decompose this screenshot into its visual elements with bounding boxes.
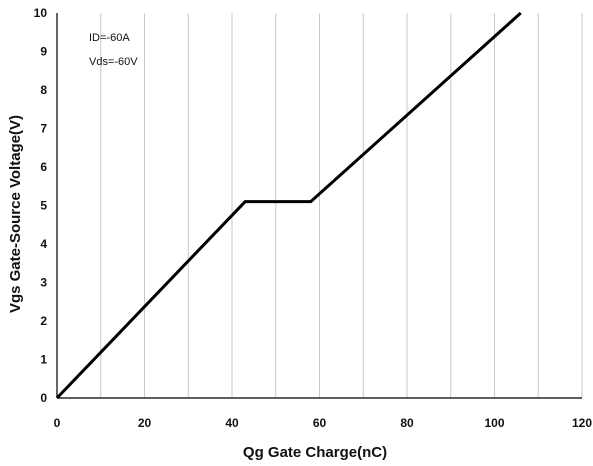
x-tick-label: 20: [138, 416, 152, 430]
annotation-vds: Vds=-60V: [89, 56, 138, 68]
y-tick-label: 1: [40, 353, 47, 367]
x-tick-label: 80: [400, 416, 414, 430]
x-axis-title: Qg Gate Charge(nC): [243, 444, 387, 461]
y-tick-label: 5: [40, 199, 47, 213]
x-tick-label: 120: [572, 416, 592, 430]
y-tick-label: 8: [40, 83, 47, 97]
y-tick-label: 4: [40, 237, 47, 251]
y-axis-title: Vgs Gate-Source Voltage(V): [7, 115, 24, 313]
series-group: [55, 11, 522, 400]
y-tick-labels: 0 1 2 3 4 5 6 7 8 9 10: [34, 6, 48, 405]
x-tick-label: 60: [313, 416, 327, 430]
y-tick-label: 6: [40, 160, 47, 174]
annotation-id: ID=-60A: [89, 32, 130, 44]
x-tick-label: 100: [484, 416, 504, 430]
y-tick-label: 2: [40, 314, 47, 328]
y-tick-label: 0: [40, 391, 47, 405]
x-tick-label: 0: [54, 416, 61, 430]
x-tick-label: 40: [225, 416, 239, 430]
x-tick-labels: 0 20 40 60 80 100 120: [54, 416, 593, 430]
y-tick-label: 7: [40, 122, 47, 136]
series-line: [55, 11, 522, 400]
y-tick-label: 10: [34, 6, 48, 20]
y-tick-label: 3: [40, 276, 47, 290]
y-tick-label: 9: [40, 45, 47, 59]
